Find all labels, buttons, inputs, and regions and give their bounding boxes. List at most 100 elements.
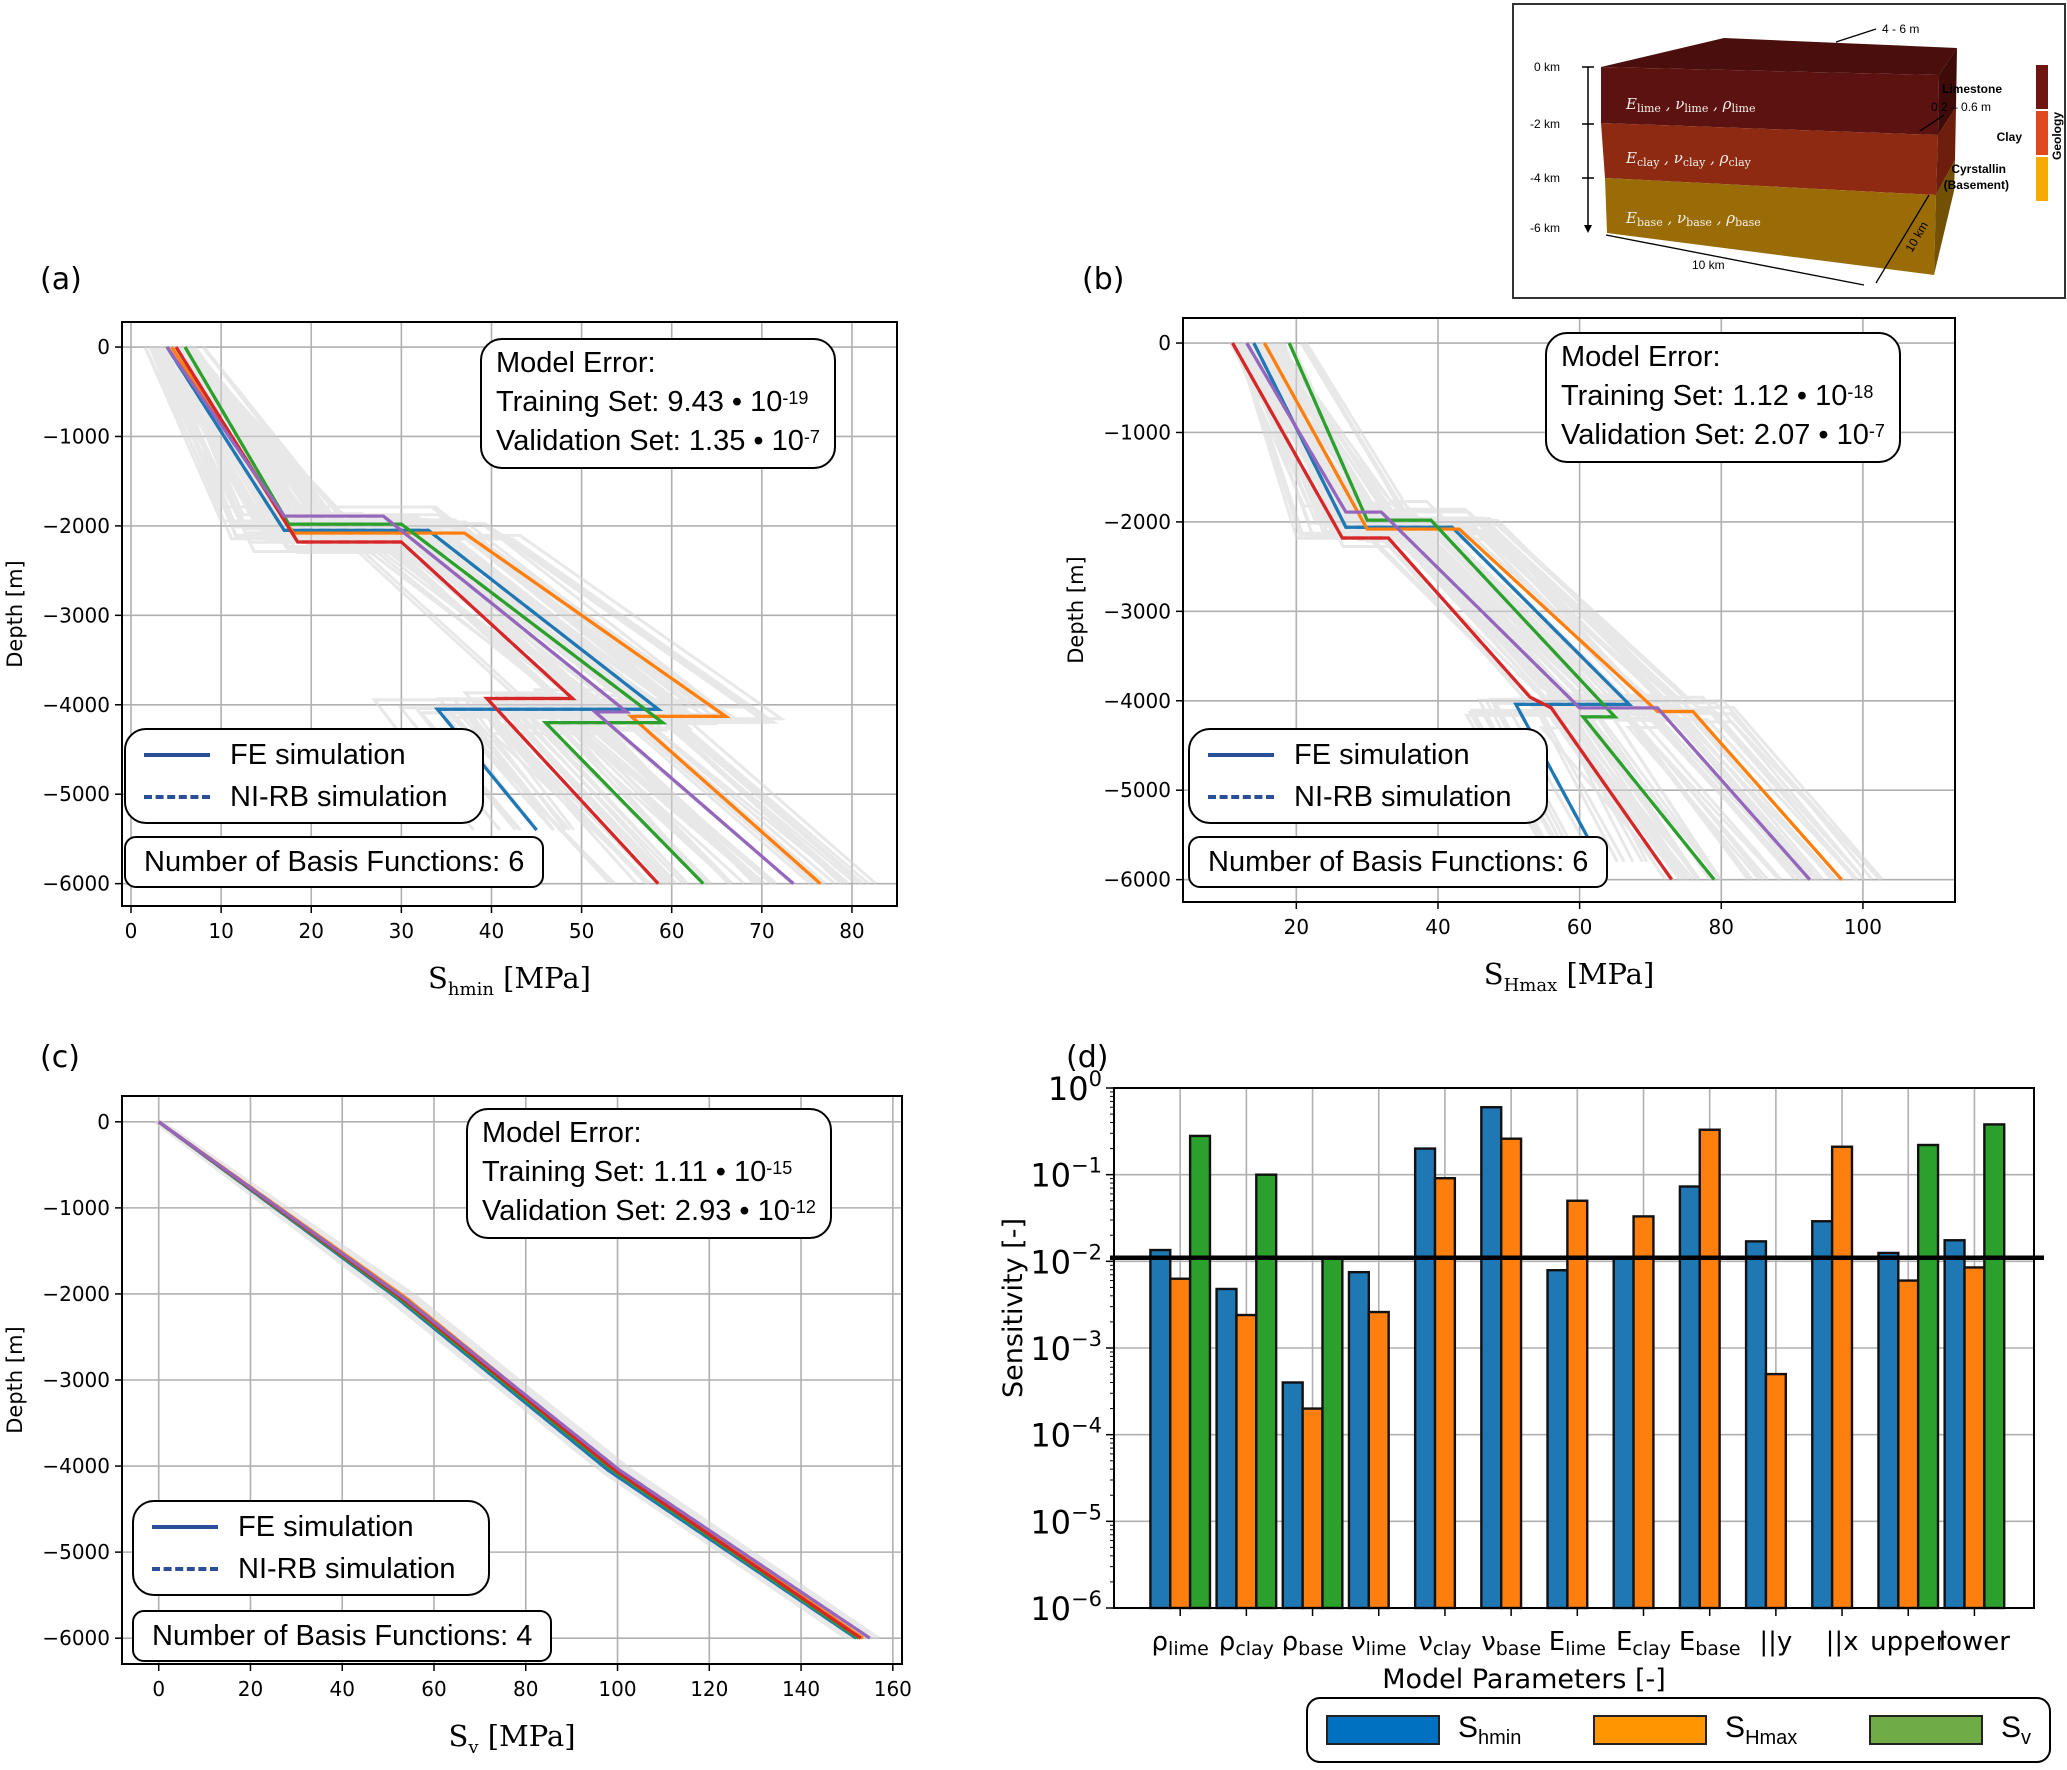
x-tick-label: 80 [839, 919, 864, 943]
x-tick-label: 40 [1425, 915, 1450, 939]
bar-s-hmax [1301, 1407, 1324, 1610]
geology-block-diagram: 0 km -2 km -4 km -6 km 4 - 6 m 0.2 – 0.6… [1530, 22, 2064, 286]
model-error-box-a: Model Error: Training Set: 9.43 • 10-19 … [480, 338, 836, 469]
realization-line [143, 346, 732, 885]
x-tick-label: 0 [152, 1677, 165, 1701]
x-tick-label: 120 [690, 1677, 728, 1701]
x-category-label: Elime [1549, 1627, 1606, 1660]
x-tick-label: 30 [389, 919, 414, 943]
bar-s-hmin [1877, 1251, 1900, 1610]
inset-interface-thickness: 0.2 – 0.6 m [1931, 100, 1991, 114]
depth-arrow-icon [1584, 225, 1592, 233]
x-tick-label: 20 [238, 1677, 263, 1701]
nirb-line-purple [157, 1120, 871, 1640]
geology-swatch-basement [2036, 157, 2048, 201]
realization-line [1268, 342, 1859, 881]
realization-line [201, 346, 756, 885]
realization-line [192, 346, 730, 885]
x-category-label: Ebase [1679, 1627, 1741, 1660]
x-tick-label: 160 [874, 1677, 912, 1701]
x-tick-label: 70 [749, 919, 774, 943]
simulation-legend-b: FE simulation NI-RB simulation [1188, 728, 1548, 824]
nirb-line-blue [165, 346, 663, 831]
y-tick-label: 0 [97, 1110, 110, 1134]
model-error-title: Model Error: [1561, 341, 1721, 373]
bar-s-hmax [1698, 1128, 1721, 1610]
realization-line [165, 346, 652, 885]
bar-s-v [1916, 1143, 1940, 1610]
x-category-label: νlime [1351, 1627, 1406, 1660]
bar-s-hmin [1347, 1270, 1371, 1610]
panel-label-d: (d) [1066, 1040, 1109, 1075]
y-tick-label: −6000 [42, 872, 110, 896]
geology-label-basement-1: Cyrstallin [1951, 162, 2006, 176]
y-tick-label: 10−3 [1030, 1327, 1102, 1368]
y-tick-label: −5000 [1103, 778, 1171, 802]
dashed-line-icon [144, 795, 210, 799]
legend-item-shmin: Shmin [1326, 1711, 1521, 1750]
bar-s-v [1188, 1134, 1212, 1610]
basis-functions-box-c: Number of Basis Functions: 4 [132, 1610, 553, 1662]
bar-s-hmin [1678, 1185, 1701, 1610]
x-tick-label: 10 [208, 919, 233, 943]
dashed-line-icon [152, 1567, 218, 1571]
geology-label-clay: Clay [1997, 130, 2023, 144]
plot-frame [121, 321, 898, 907]
x-tick-label: 20 [299, 919, 324, 943]
x-axis-label: SHmax [MPa] [1484, 957, 1655, 996]
bar-s-v [1321, 1256, 1344, 1610]
y-axis-label: Sensitivity [-] [998, 1218, 1029, 1398]
geology-label-limestone: Limestone [1942, 82, 2002, 96]
model-error-box-b: Model Error: Training Set: 1.12 • 10-18 … [1545, 332, 1901, 463]
bar-s-hmin [1413, 1147, 1437, 1610]
bar-s-hmax [1367, 1310, 1390, 1610]
geology-model-inset: 0 km -2 km -4 km -6 km 4 - 6 m 0.2 – 0.6… [1512, 3, 2066, 299]
layer-basement-front [1605, 178, 1936, 275]
x-tick-label: 60 [421, 1677, 446, 1701]
realization-line [171, 346, 680, 831]
bar-s-hmin [1215, 1287, 1238, 1610]
legend-swatch-shmax [1593, 1715, 1708, 1745]
x-category-label: ||x [1826, 1627, 1859, 1657]
x-category-label: νbase [1481, 1627, 1541, 1660]
y-tick-label: 10−6 [1030, 1587, 1102, 1628]
legend-item-sv: Sv [1868, 1711, 2031, 1750]
bar-s-hmax [1499, 1137, 1523, 1610]
bar-s-hmin [1612, 1256, 1635, 1610]
nirb-line-red [1231, 342, 1674, 881]
realization-line [1305, 342, 1765, 881]
training-error-c: Training Set: 1.11 • 10-15 [482, 1156, 793, 1188]
y-tick-label: −5000 [42, 1540, 110, 1564]
x-category-label: νclay [1418, 1627, 1471, 1660]
training-error-b: Training Set: 1.12 • 10-18 [1561, 380, 1874, 412]
realization-line [150, 346, 765, 885]
x-category-label: lower [1939, 1627, 2010, 1657]
bar-s-hmax [1632, 1215, 1655, 1610]
nirb-line-purple [1245, 342, 1812, 881]
x-axis-label: Model Parameters [-] [1382, 1664, 1666, 1695]
y-tick-label: −6000 [1103, 868, 1171, 892]
bar-s-hmax [1764, 1372, 1787, 1610]
y-tick-label: −2000 [1103, 510, 1171, 534]
bar-s-v [1255, 1173, 1278, 1610]
top-thickness-arrow [1835, 28, 1877, 43]
geology-swatch-clay [2036, 111, 2048, 155]
inset-depth-2: -2 km [1530, 117, 1560, 131]
layer-basement-side [1934, 160, 1955, 275]
validation-error-c: Validation Set: 2.93 • 10-12 [482, 1195, 816, 1227]
y-tick-label: 10−1 [1030, 1154, 1102, 1195]
x-category-label: ρlime [1152, 1627, 1209, 1660]
bar-s-v [1983, 1123, 2006, 1610]
y-tick-label: −2000 [42, 514, 110, 538]
x-category-label: upper [1870, 1627, 1946, 1657]
realization-line [148, 346, 746, 885]
x-tick-label: 140 [782, 1677, 820, 1701]
x-tick-label: 40 [330, 1677, 355, 1701]
y-tick-label: −1000 [42, 424, 110, 448]
x-axis-label: Sv [MPa] [448, 1719, 575, 1758]
y-tick-label: −3000 [42, 603, 110, 627]
nirb-line-red [174, 346, 660, 885]
y-tick-label: 0 [1158, 331, 1171, 355]
